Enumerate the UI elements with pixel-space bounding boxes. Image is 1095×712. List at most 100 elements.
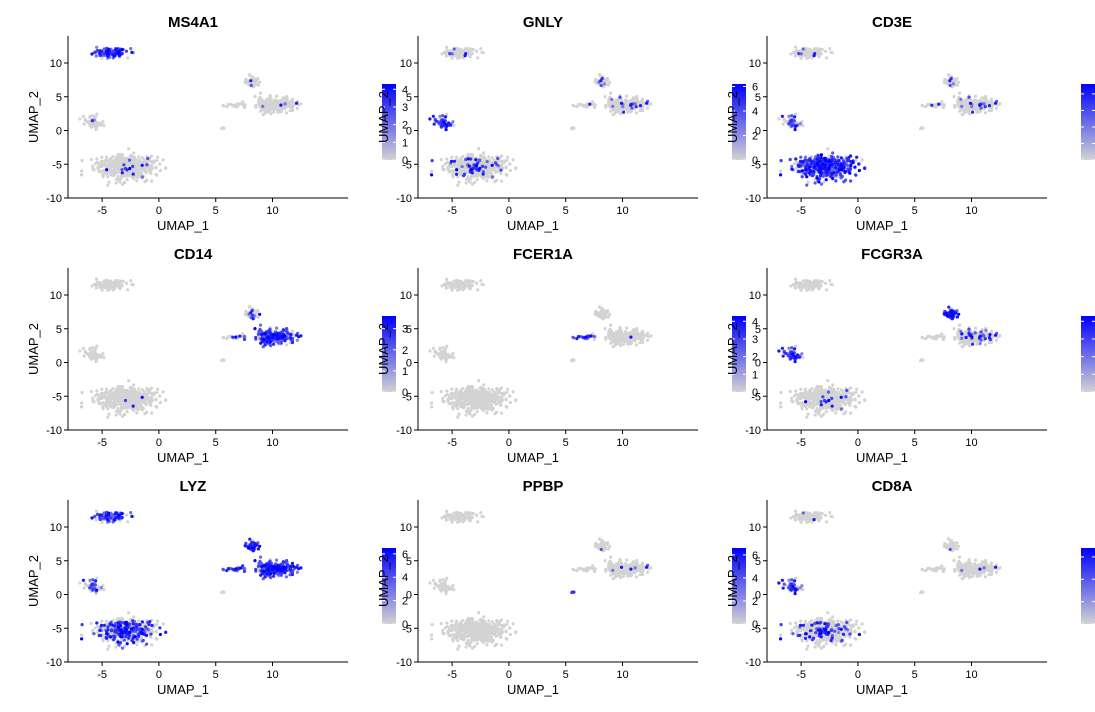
cell-point (276, 110, 280, 114)
cell-point (571, 103, 575, 107)
cell-point (161, 390, 165, 394)
cell-point (444, 128, 448, 132)
cell-point (968, 112, 972, 116)
cell-point (508, 162, 512, 166)
cell-point (114, 177, 118, 181)
cell-point (500, 386, 504, 390)
cell-point (481, 164, 485, 168)
cell-point (645, 106, 649, 110)
cell-point (444, 360, 448, 364)
cell-point (261, 113, 265, 117)
cell-point (129, 279, 133, 283)
cell-point (504, 398, 508, 402)
cell-point (983, 105, 987, 109)
cell-point (98, 281, 102, 285)
cell-point (100, 288, 104, 292)
cell-point (487, 155, 491, 159)
cell-point (815, 157, 819, 161)
cell-point (821, 174, 825, 178)
cell-point (90, 123, 95, 127)
cell-point (834, 179, 838, 183)
cell-point (806, 55, 811, 60)
cell-point (494, 170, 498, 175)
cell-point (463, 54, 467, 58)
cell-point (452, 159, 456, 163)
cell-point (504, 404, 508, 409)
cell-point (818, 168, 823, 172)
cell-point (460, 165, 464, 169)
y-tick-label: -10 (745, 193, 761, 205)
cell-point (94, 54, 98, 58)
cell-point (593, 80, 597, 84)
cell-point (794, 124, 798, 128)
cell-point (464, 397, 469, 401)
cell-point (649, 102, 653, 106)
cell-point (154, 398, 158, 402)
cell-point (797, 52, 801, 56)
cell-point (96, 398, 100, 402)
cell-point (100, 52, 104, 56)
cell-point (161, 158, 165, 162)
cell-point (109, 388, 113, 392)
cell-point (220, 359, 224, 363)
cell-point (445, 392, 450, 397)
cell-point (136, 407, 140, 412)
cell-point (493, 397, 497, 401)
cell-point (134, 165, 138, 169)
cell-point (480, 155, 484, 159)
colorbar-tick-label: 2 (402, 345, 408, 357)
cell-point (259, 341, 263, 345)
cell-point (584, 103, 588, 107)
cell-point (256, 332, 260, 336)
x-tick-label: 10 (266, 437, 278, 449)
cell-point (124, 281, 129, 285)
cell-point (149, 399, 153, 403)
x-axis-label: UMAP_1 (157, 450, 209, 465)
cell-point (464, 413, 468, 417)
cell-point (95, 45, 99, 49)
cell-point (794, 160, 799, 165)
cell-point (460, 51, 464, 55)
cell-point (82, 354, 86, 358)
cell-point (447, 395, 451, 399)
cell-point (476, 390, 480, 394)
cell-point (122, 406, 126, 410)
cell-point (145, 387, 149, 391)
cell-point (797, 49, 801, 53)
cell-point (440, 124, 444, 128)
cell-point (451, 120, 455, 124)
cell-point (123, 398, 128, 403)
cell-point (449, 169, 453, 173)
cell-point (106, 175, 110, 179)
cell-point (135, 158, 139, 162)
cell-point (114, 157, 118, 162)
cell-point (249, 311, 253, 315)
cell-point (983, 111, 987, 115)
x-tick-label: 0 (156, 437, 162, 449)
cell-point (790, 123, 794, 127)
y-tick-label: 10 (749, 58, 761, 70)
cell-point (486, 407, 490, 412)
cell-point (779, 169, 783, 173)
cell-point (154, 172, 158, 177)
cell-point (430, 405, 434, 409)
points-layer (428, 277, 653, 419)
cell-point (244, 77, 248, 81)
cell-point (846, 158, 850, 163)
cell-point (790, 167, 794, 171)
cell-point (276, 105, 280, 109)
cell-point (849, 163, 853, 167)
cell-point (639, 101, 643, 105)
cell-point (489, 171, 494, 176)
cell-point (109, 156, 113, 160)
cell-point (848, 167, 852, 171)
cell-point (127, 158, 132, 162)
cell-point (480, 390, 484, 395)
cell-point (118, 412, 122, 416)
cell-point (959, 97, 963, 101)
cell-point (129, 47, 133, 51)
cell-point (126, 390, 130, 394)
cell-point (135, 173, 139, 177)
